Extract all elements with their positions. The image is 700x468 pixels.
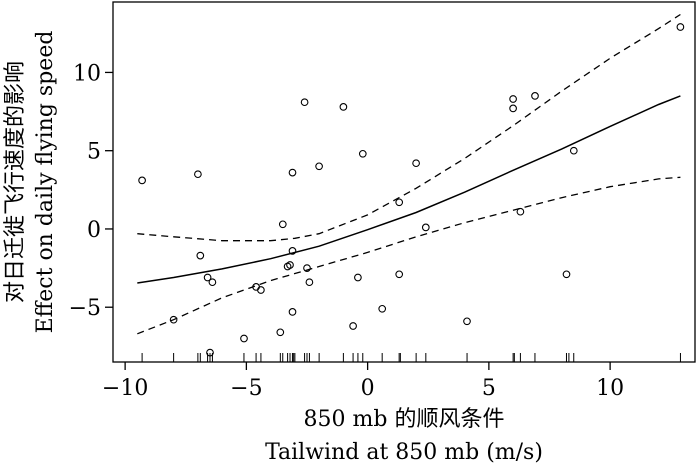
data-point-16 [288,308,297,316]
data-point-31 [509,95,517,103]
data-point-9 [257,286,265,294]
rug-marks [141,353,681,362]
data-point-4 [203,273,212,282]
data-point-3 [196,251,205,260]
x-tick-label-2: 0 [361,376,375,401]
fit-line [137,95,681,284]
data-point-2 [194,170,202,179]
data-point-5 [208,278,217,287]
data-point-7 [240,334,248,343]
x-tick-label-4: 10 [596,376,624,401]
data-point-14 [288,168,297,177]
y-axis-label-line-1: 对日迁徙飞行速度的影响 [3,61,28,303]
y-axis: −5 0 5 10 [69,61,113,321]
data-point-30 [463,317,471,326]
data-point-10 [276,328,285,337]
data-point-28 [412,159,420,168]
data-point-1 [169,315,178,324]
data-point-13 [286,261,294,269]
x-tick-label-0: −10 [102,376,148,401]
ci-upper-line [137,13,681,242]
data-point-17 [300,98,309,107]
x-tick-label-3: 5 [482,376,496,401]
data-point-22 [349,322,357,330]
data-point-24 [358,149,367,158]
data-point-25 [378,304,387,313]
plot-frame [112,1,696,363]
data-point-18 [303,264,311,272]
y-axis-label-line-2: Effect on daily flying speed [33,31,58,334]
data-point-32 [509,104,517,113]
data-points [138,23,685,357]
data-point-20 [315,162,323,171]
y-tick-label-0: −5 [69,296,101,321]
x-tick-label-1: −5 [230,376,262,401]
fit-line-group [137,95,681,284]
data-point-37 [676,23,685,31]
data-point-19 [305,278,314,287]
y-tick-label-3: 10 [73,61,101,86]
data-point-0 [138,176,146,185]
confidence-band [137,13,681,335]
data-point-33 [516,207,525,216]
data-point-34 [531,92,539,100]
data-point-11 [278,220,287,229]
data-point-6 [206,348,214,357]
data-point-29 [421,223,430,232]
data-point-35 [562,270,571,279]
data-point-27 [395,270,404,279]
data-point-36 [569,146,578,155]
x-axis-label-line-2: Tailwind at 850 mb (m/s) [265,440,543,465]
y-tick-label-1: 0 [87,218,101,243]
y-tick-label-2: 5 [87,140,101,165]
data-point-15 [288,247,297,255]
ci-lower-line [137,176,681,335]
x-axis: −10 −5 0 5 10 [102,362,624,401]
data-point-21 [339,103,348,111]
data-point-23 [354,273,362,282]
x-axis-label-line-1: 850 mb 的顺风条件 [304,407,505,432]
data-point-26 [395,198,404,207]
